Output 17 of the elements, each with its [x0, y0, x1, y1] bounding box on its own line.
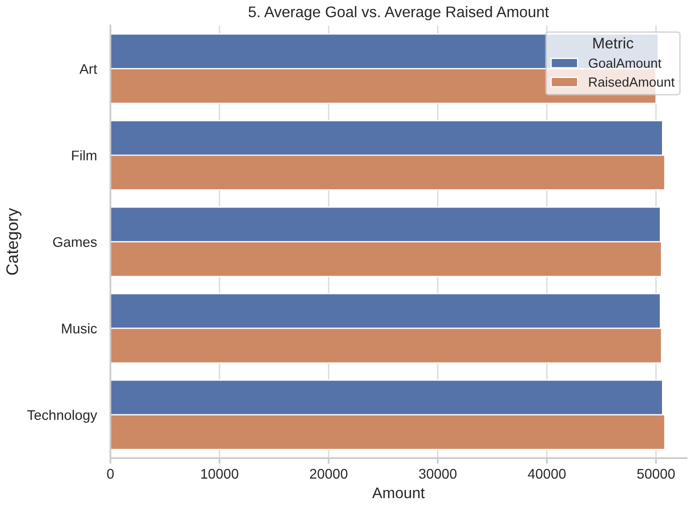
x-tick-label: 40000 — [528, 468, 566, 479]
x-tick-label: 10000 — [201, 468, 238, 479]
chart-title: 5. Average Goal vs. Average Raised Amount — [248, 6, 549, 20]
x-tick-label: 0 — [107, 468, 114, 479]
x-tick-label: 50000 — [637, 468, 675, 479]
y-axis-title: Category — [6, 208, 22, 275]
legend-label: RaisedAmount — [589, 77, 675, 87]
x-axis-title: Amount — [372, 488, 425, 498]
y-tick-label: Music — [62, 323, 97, 334]
legend-title: Metric — [593, 37, 634, 49]
y-tick-label: Art — [79, 64, 98, 74]
y-tick-label: Technology — [27, 410, 98, 423]
x-tick-label: 20000 — [310, 468, 348, 479]
legend-label: GoalAmount — [588, 58, 662, 68]
y-tick-label: Film — [72, 150, 96, 160]
y-tick-label: Games — [53, 237, 97, 247]
x-tick-label: 30000 — [418, 468, 457, 479]
